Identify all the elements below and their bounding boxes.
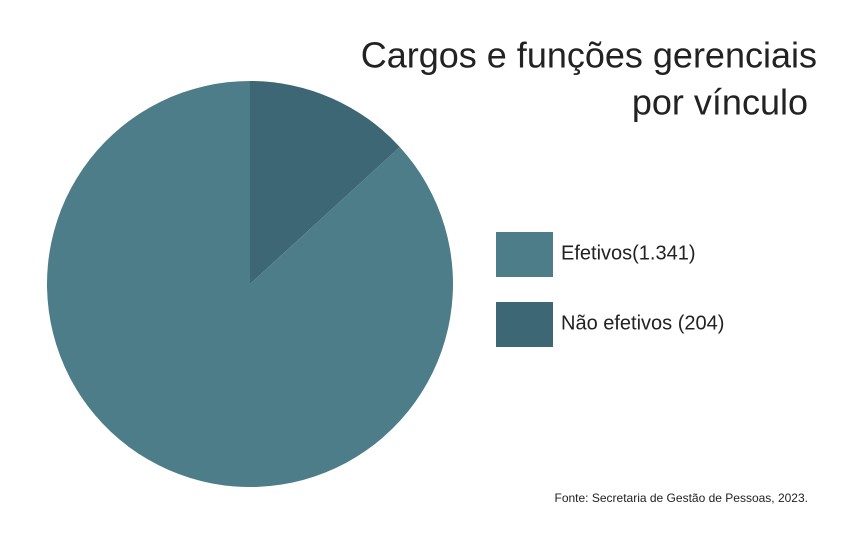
legend-swatch bbox=[496, 302, 553, 347]
chart-title: por vínculo bbox=[632, 82, 808, 123]
pie-slice bbox=[250, 81, 400, 284]
legend-swatch bbox=[496, 232, 553, 277]
chart-title: Cargos e funções gerenciais bbox=[361, 35, 817, 76]
source-note: Fonte: Secretaria de Gestão de Pessoas, … bbox=[555, 491, 809, 505]
legend-label: Efetivos(1.341) bbox=[561, 242, 696, 264]
legend-label: Não efetivos (204) bbox=[561, 312, 724, 334]
pie-slice bbox=[47, 81, 453, 487]
